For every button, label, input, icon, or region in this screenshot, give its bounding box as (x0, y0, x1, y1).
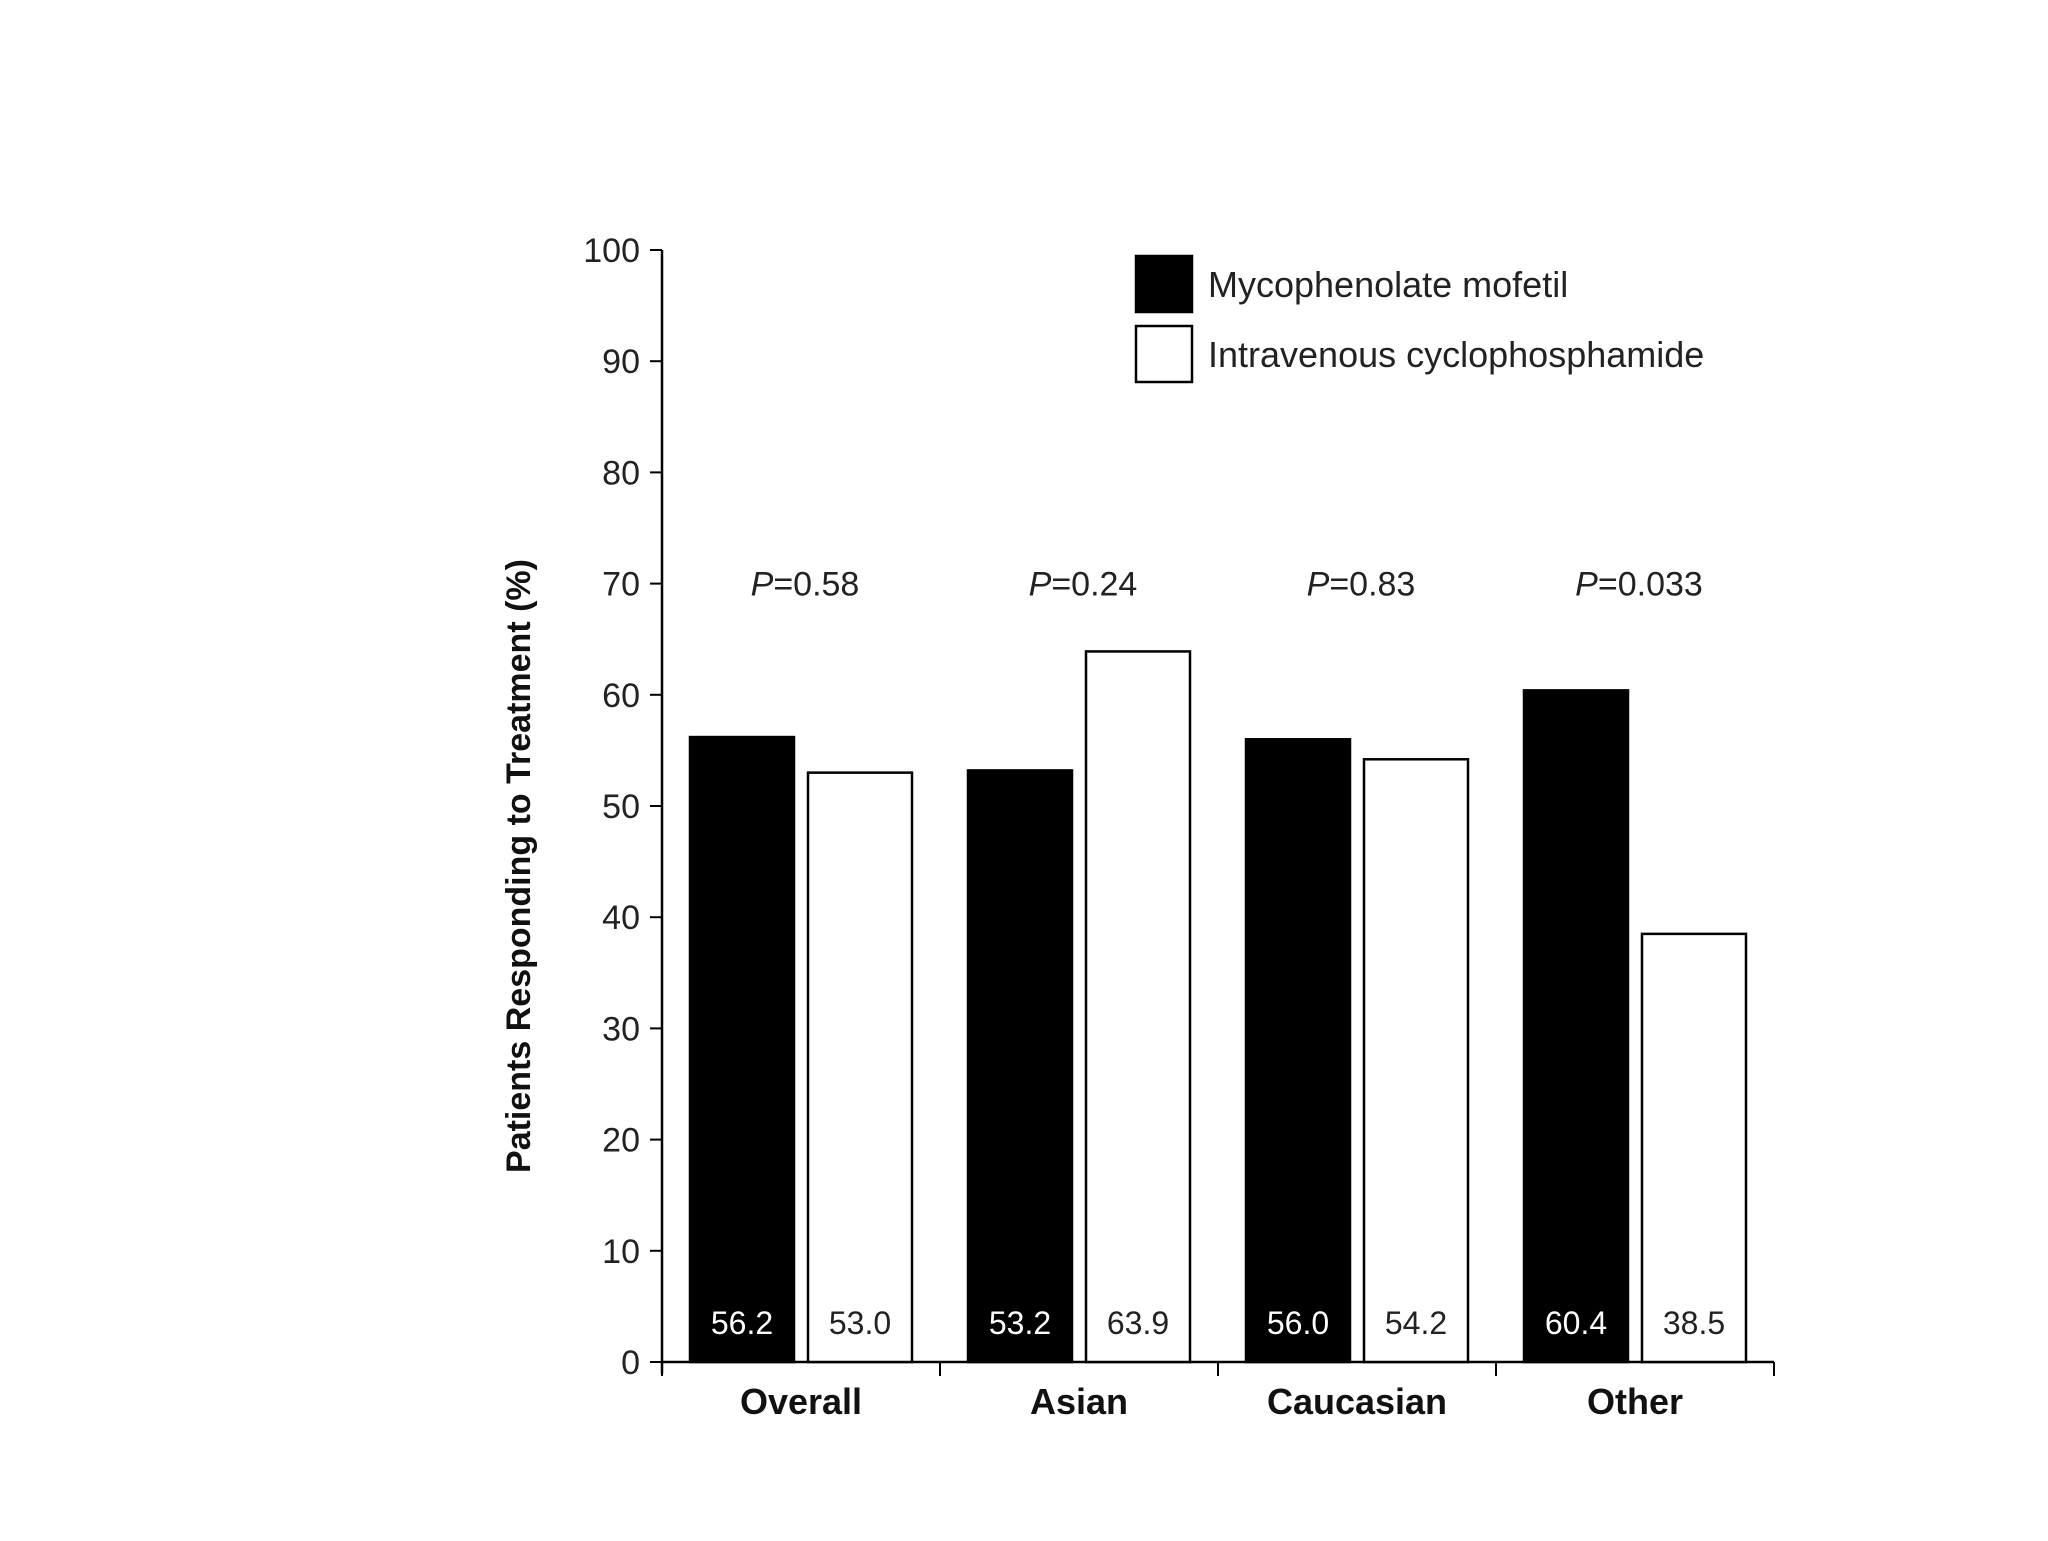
y-axis-title: Patients Responding to Treatment (%) (500, 559, 538, 1173)
p-value-equals: = (773, 566, 793, 604)
bar-value-label: 60.4 (1545, 1305, 1607, 1341)
y-tick-label: 30 (602, 1010, 640, 1048)
bar-value-label: 56.0 (1267, 1305, 1329, 1341)
p-value-prefix: P (751, 566, 774, 604)
p-value-label: P=0.24 (1029, 566, 1138, 604)
axes-layer: 0 10 20 30 40 50 60 70 80 90 100 Patients Respondin… (500, 232, 1775, 1382)
y-tick-label: 80 (602, 454, 640, 492)
bar-cyclophosphamide-asian (1084, 650, 1192, 1364)
bar-value-label: 38.5 (1663, 1305, 1725, 1341)
p-value-prefix: P (1029, 566, 1052, 604)
y-tick-label: 50 (602, 788, 640, 826)
legend: Mycophenolate mofetil Intravenous cycloph… (1134, 254, 1704, 384)
legend-swatch-mycophenolate (1134, 254, 1194, 314)
y-tick-label: 70 (602, 566, 640, 604)
x-category-label: Asian (1030, 1381, 1128, 1422)
p-value-number: 0.58 (793, 566, 859, 604)
x-category-label: Caucasian (1267, 1381, 1447, 1422)
p-value-prefix: P (1575, 566, 1598, 604)
p-value-label: P=0.033 (1575, 566, 1703, 604)
p-value-equals: = (1329, 566, 1349, 604)
y-tick-label: 40 (602, 899, 640, 937)
bar-value-label: 54.2 (1385, 1305, 1447, 1341)
bar-value-label: 56.2 (711, 1305, 773, 1341)
bar-mycophenolate-other (1522, 689, 1630, 1364)
p-value-number: 0.24 (1071, 566, 1137, 604)
p-value-equals: = (1051, 566, 1071, 604)
p-value-number: 0.033 (1618, 566, 1703, 604)
x-category-label: Overall (740, 1381, 862, 1422)
bar-mycophenolate-asian (966, 769, 1074, 1364)
p-value-number: 0.83 (1349, 566, 1415, 604)
bar-cyclophosphamide-caucasian (1362, 758, 1470, 1364)
bar-value-label: 53.0 (829, 1305, 891, 1341)
y-tick-label: 10 (602, 1233, 640, 1271)
y-tick-label: 0 (621, 1344, 640, 1382)
y-tick-label: 60 (602, 677, 640, 715)
legend-label: Intravenous cyclophosphamide (1208, 334, 1704, 375)
x-category-label: Other (1587, 1381, 1683, 1422)
bar-value-label: 63.9 (1107, 1305, 1169, 1341)
y-tick-label: 20 (602, 1122, 640, 1160)
bar-value-label: 53.2 (989, 1305, 1051, 1341)
p-value-equals: = (1598, 566, 1618, 604)
bar-mycophenolate-overall (688, 735, 796, 1364)
bar-cyclophosphamide-other (1640, 932, 1748, 1364)
y-tick-label: 90 (602, 343, 640, 381)
bar-cyclophosphamide-overall (806, 771, 914, 1364)
legend-swatch-cyclophosphamide (1134, 324, 1194, 384)
p-value-label: P=0.83 (1307, 566, 1416, 604)
bars-layer (688, 650, 1748, 1364)
legend-label: Mycophenolate mofetil (1208, 264, 1568, 305)
p-value-prefix: P (1307, 566, 1330, 604)
bar-mycophenolate-caucasian (1244, 738, 1352, 1364)
y-tick-label: 100 (583, 232, 640, 270)
p-value-label: P=0.58 (751, 566, 860, 604)
